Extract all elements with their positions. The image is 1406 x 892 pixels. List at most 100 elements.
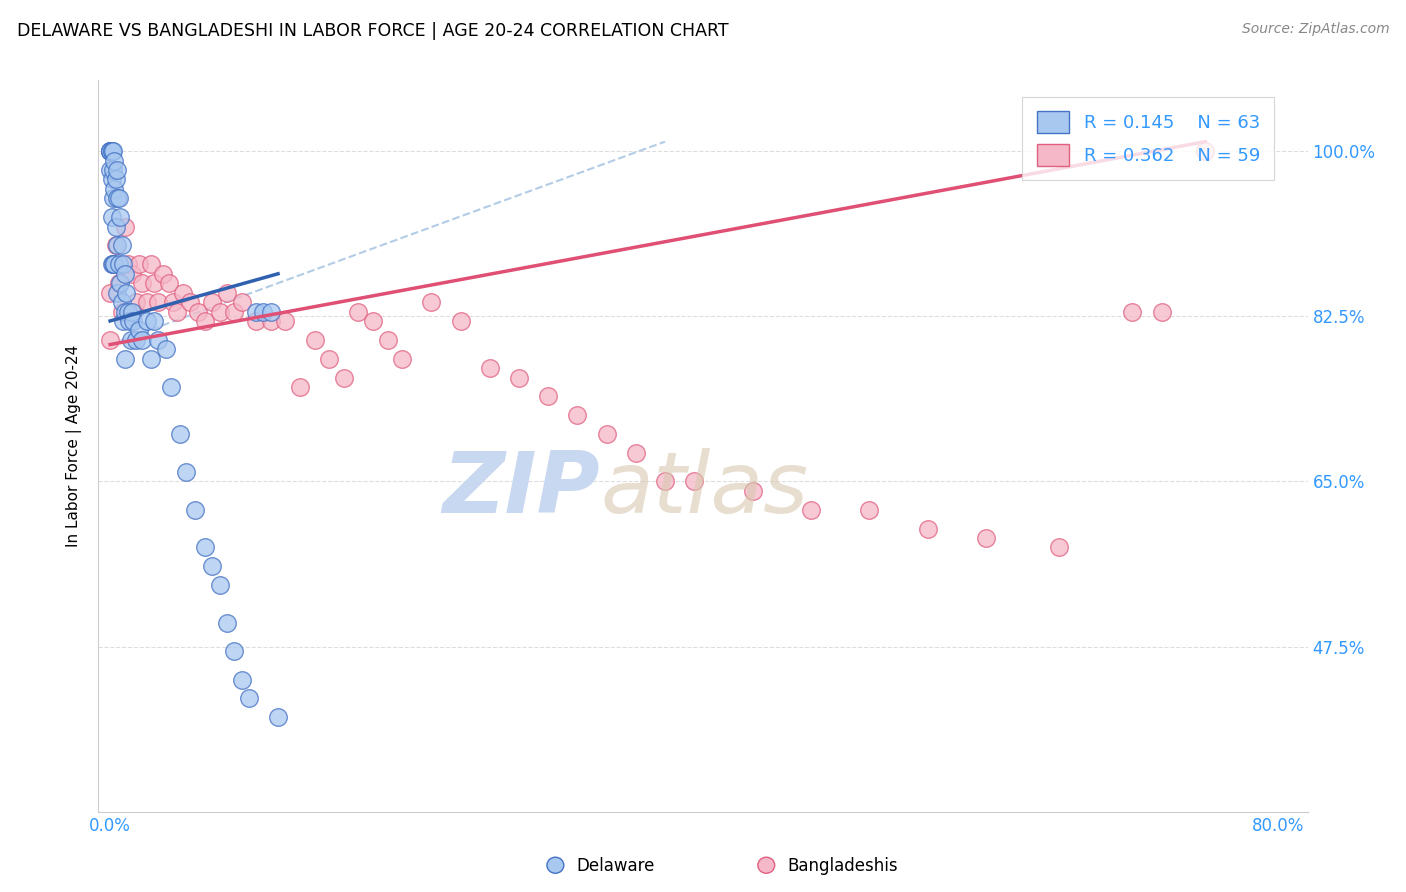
Point [100,210,122,224]
Point [208,578,231,592]
Point [162,295,184,310]
Point [1121,304,1143,318]
Text: atlas: atlas [600,449,808,532]
Point [103,153,125,168]
Point [107,285,129,300]
Point [100,172,122,186]
Point [98,285,121,300]
Point [624,446,647,460]
Point [184,502,207,516]
Point [101,144,124,158]
Point [420,295,443,310]
Point [98,144,121,158]
Point [238,691,260,706]
Point [160,380,183,394]
Point [654,475,676,489]
Point [101,257,124,271]
Point [98,144,121,158]
Point [267,710,290,724]
Point [391,351,413,366]
Point [103,257,125,271]
Point [595,427,617,442]
Point [121,267,143,281]
Point [252,304,274,318]
Point [974,531,997,545]
Point [224,644,246,658]
Point [135,314,157,328]
Point [157,276,180,290]
Point [98,163,121,178]
Point [142,276,165,290]
Point [169,427,191,442]
Point [1150,304,1173,318]
Point [174,465,197,479]
Point [450,314,472,328]
Point [100,144,122,158]
Point [800,502,823,516]
Point [172,285,194,300]
Point [108,276,131,290]
Point [304,333,326,347]
Point [104,219,127,234]
Point [104,172,127,186]
Point [288,380,311,394]
Point [114,351,136,366]
Point [187,304,209,318]
Point [201,559,224,574]
Point [508,370,530,384]
Point [108,191,131,205]
Point [122,314,145,328]
Point [98,144,121,158]
Point [114,304,136,318]
Point [1194,144,1216,158]
Point [332,370,354,384]
Point [112,314,135,328]
Point [114,219,136,234]
Legend: R = 0.145    N = 63, R = 0.362    N = 59: R = 0.145 N = 63, R = 0.362 N = 59 [1022,96,1274,180]
Point [377,333,399,347]
Text: Source: ZipAtlas.com: Source: ZipAtlas.com [1241,22,1389,37]
Point [107,191,129,205]
Point [347,304,370,318]
Point [111,304,134,318]
Point [139,351,162,366]
Point [117,304,139,318]
Point [260,304,283,318]
Point [201,295,224,310]
Point [125,295,148,310]
Point [224,304,246,318]
Point [128,257,150,271]
Point [155,343,177,357]
Point [118,314,141,328]
Text: Bangladeshis: Bangladeshis [787,857,898,875]
Point [107,163,129,178]
Point [148,295,170,310]
Point [1047,541,1070,555]
Point [139,257,162,271]
Text: DELAWARE VS BANGLADESHI IN LABOR FORCE | AGE 20-24 CORRELATION CHART: DELAWARE VS BANGLADESHI IN LABOR FORCE |… [17,22,728,40]
Point [98,333,121,347]
Point [103,182,125,196]
Point [135,295,157,310]
Text: ZIP: ZIP [443,449,600,532]
Point [231,295,253,310]
Point [100,257,122,271]
Point [318,351,340,366]
Point [683,475,706,489]
Point [117,257,139,271]
Point [260,314,283,328]
Point [166,304,188,318]
Point [101,257,124,271]
Text: Delaware: Delaware [576,857,655,875]
Point [858,502,880,516]
Point [112,257,135,271]
Point [131,333,153,347]
Point [917,522,939,536]
Point [245,304,267,318]
Point [215,285,238,300]
Point [567,409,589,423]
Point [104,238,127,252]
Point [148,333,170,347]
Point [115,285,138,300]
Point [128,323,150,337]
